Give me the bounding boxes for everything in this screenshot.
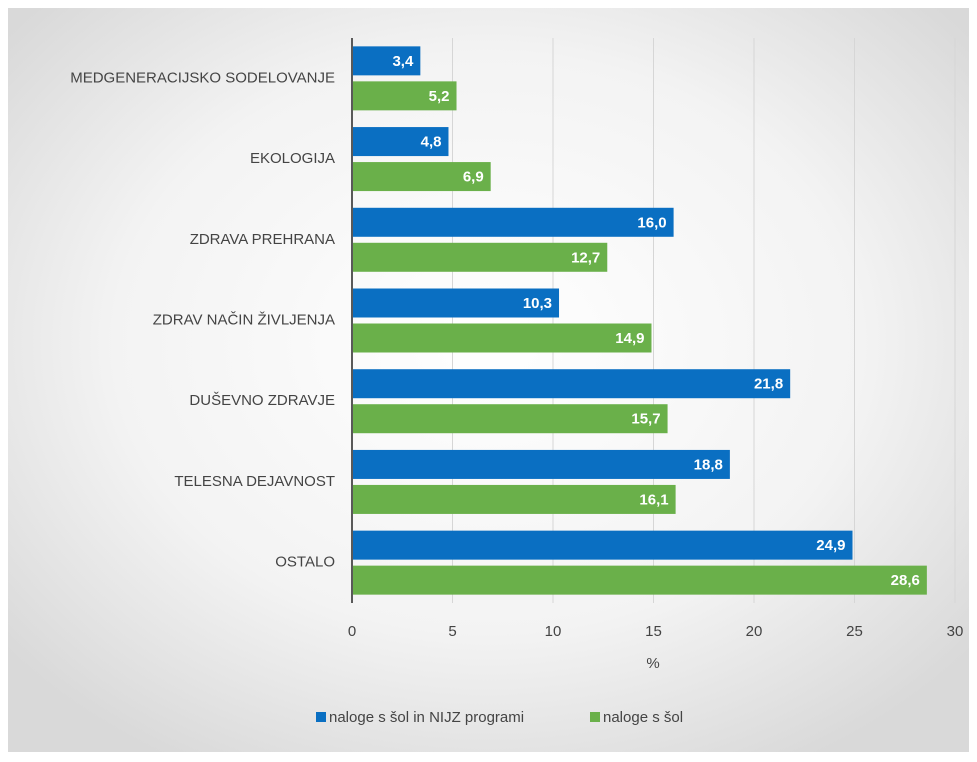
bar [352,288,560,318]
legend-swatch [316,712,326,722]
y-tick-label: EKOLOGIJA [250,150,335,167]
x-tick-label: 5 [448,623,456,640]
value-label: 12,7 [571,249,600,266]
bar [352,530,853,560]
y-tick-label: ZDRAV NAČIN ŽIVLJENJA [153,311,335,328]
bar [352,46,421,76]
value-label: 10,3 [523,295,552,312]
value-label: 6,9 [463,169,484,186]
y-tick-label: OSTALO [275,554,335,571]
y-tick-label: TELESNA DEJAVNOST [174,473,335,490]
value-label: 14,9 [615,330,644,347]
x-tick-label: 20 [746,623,763,640]
x-tick-label: 10 [545,623,562,640]
legend-label: naloge s šol in NIJZ programi [329,709,524,726]
bar [352,404,668,434]
y-tick-label: MEDGENERACIJSKO SODELOVANJE [70,69,335,86]
value-label: 18,8 [694,456,723,473]
bar [352,565,927,595]
x-tick-label: 30 [947,623,964,640]
bar [352,242,608,272]
x-tick-label: 25 [846,623,863,640]
y-tick-label: ZDRAVA PREHRANA [190,231,335,248]
value-label: 28,6 [891,572,920,589]
value-label: 5,2 [429,88,450,105]
x-tick-label: 15 [645,623,662,640]
bar [352,484,676,514]
bar [352,162,491,192]
bar [352,369,791,399]
bar [352,127,449,157]
value-label: 16,0 [637,214,666,231]
bar [352,81,457,111]
value-label: 15,7 [631,411,660,428]
y-tick-label: DUŠEVNO ZDRAVJE [189,392,335,409]
value-label: 24,9 [816,537,845,554]
value-label: 4,8 [421,134,442,151]
legend-label: naloge s šol [603,709,683,726]
legend-swatch [590,712,600,722]
bar [352,449,730,479]
value-label: 21,8 [754,376,783,393]
bar [352,207,674,237]
bar [352,323,652,353]
x-axis-label: % [646,655,659,672]
value-label: 16,1 [639,491,668,508]
value-label: 3,4 [392,53,414,70]
x-tick-label: 0 [348,623,356,640]
